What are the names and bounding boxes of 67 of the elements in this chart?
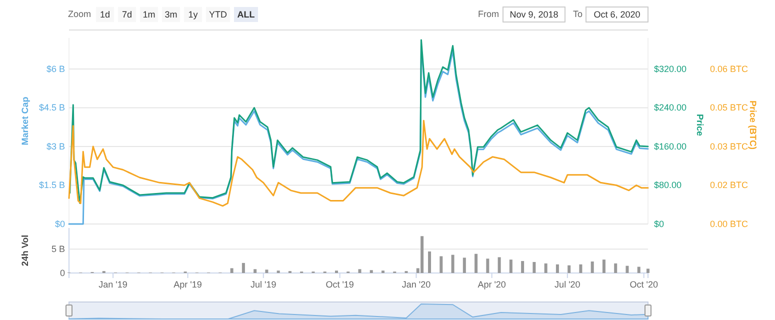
x-tick-label: Jul '20	[554, 279, 580, 290]
text: YTD	[209, 10, 228, 20]
bar	[498, 257, 501, 273]
bar	[614, 263, 618, 273]
bar	[637, 266, 640, 273]
text: 1d	[100, 10, 110, 20]
bar	[254, 269, 257, 273]
y2-tick-label: $160.00	[654, 141, 687, 152]
y3-tick-label: 0.02 BTC	[710, 180, 749, 190]
y-tick-label: $6 B	[46, 64, 65, 74]
bar	[428, 251, 432, 273]
bar	[579, 264, 582, 273]
text: 1y	[188, 10, 198, 20]
bar	[230, 268, 234, 273]
bar	[626, 266, 629, 273]
y-tick-label: $3 B	[46, 141, 65, 152]
bar	[590, 262, 594, 273]
line-series	[68, 120, 649, 207]
y-tick-label: $1.5 B	[38, 180, 65, 190]
y3-tick-label: 0.00 BTC	[710, 218, 749, 229]
bar	[242, 262, 245, 273]
x-tick-label: Oct '20	[630, 279, 658, 290]
x-tick-label: Jan '20	[402, 279, 431, 290]
bar	[370, 270, 373, 273]
bar	[556, 264, 559, 273]
y3-tick-label: 0.06 BTC	[710, 64, 749, 74]
y-tick-label: $4.5 B	[38, 102, 65, 113]
y2-tick-label: $320.00	[654, 64, 687, 74]
y-tick-label: 0	[60, 268, 65, 278]
bar	[462, 258, 466, 273]
bar	[420, 236, 424, 273]
bar	[544, 263, 548, 273]
y3-tick-label: 0.03 BTC	[710, 141, 749, 152]
text: Oct 6, 2020	[594, 10, 640, 20]
text: Nov 9, 2018	[510, 10, 558, 20]
bar	[509, 260, 512, 273]
x-tick-label: Apr '20	[478, 279, 506, 290]
bar	[451, 254, 454, 273]
y3-axis-title: Price (BTC)	[748, 100, 758, 150]
bar	[532, 262, 536, 273]
text: From	[478, 9, 499, 19]
y-axis-title: 24h Vol	[20, 234, 30, 266]
bar	[486, 258, 490, 273]
bar	[265, 270, 268, 273]
bar	[646, 268, 650, 273]
y3-tick-label: 0.05 BTC	[710, 102, 749, 113]
y2-axis-title: Price	[695, 114, 705, 136]
y-axis-title: Market Cap	[20, 96, 30, 146]
bar	[474, 254, 478, 273]
bar	[440, 256, 443, 273]
bar	[521, 261, 524, 273]
x-tick-label: Oct '19	[326, 279, 354, 290]
x-tick-label: Apr '19	[174, 279, 202, 290]
text: ALL	[237, 10, 256, 20]
x-tick-label: Jan '19	[98, 279, 128, 290]
y2-tick-label: $240.00	[654, 102, 687, 113]
bar	[568, 265, 571, 273]
y-tick-label: 5 B	[51, 244, 65, 254]
bar	[358, 269, 362, 273]
y-tick-label: $0	[54, 218, 65, 229]
y2-tick-label: $0	[654, 218, 664, 229]
text: Zoom	[68, 9, 92, 19]
text: To	[573, 9, 583, 19]
text: 7d	[122, 10, 132, 20]
bar	[602, 260, 606, 273]
x-tick-label: Jul '19	[250, 279, 276, 290]
y2-tick-label: $80.00	[654, 180, 682, 190]
